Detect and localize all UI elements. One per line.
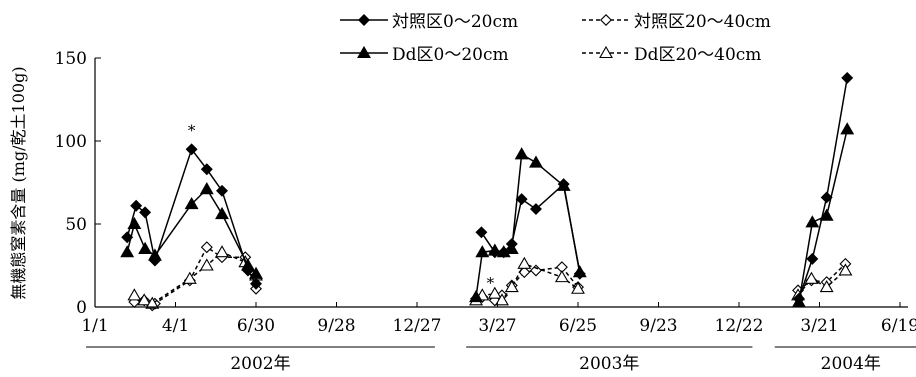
annotation-asterisk: *	[188, 121, 196, 139]
data-point	[200, 163, 213, 176]
data-point	[199, 258, 214, 271]
legend-label: Dd区0～20cm	[392, 45, 509, 65]
legend-label: Dd区20～40cm	[634, 45, 761, 65]
data-point	[120, 245, 135, 258]
year-label: 2004年	[821, 354, 881, 374]
data-point	[556, 178, 571, 191]
data-point	[514, 147, 529, 160]
data-point	[147, 248, 162, 261]
data-point	[840, 122, 855, 135]
y-tick-label: 0	[76, 298, 87, 318]
data-point	[215, 245, 229, 258]
data-point	[600, 14, 612, 26]
data-point	[504, 241, 519, 254]
data-point	[475, 245, 490, 258]
x-tick-label: 4/1	[162, 316, 189, 336]
data-point	[127, 216, 142, 230]
x-tick-label: 3/21	[800, 316, 838, 336]
data-point	[216, 184, 228, 197]
data-point	[806, 252, 819, 265]
annotations: **	[188, 121, 495, 292]
legend-label: 対照区20～40cm	[634, 12, 771, 32]
data-point	[517, 256, 532, 269]
data-point	[819, 279, 834, 293]
x-tick-label: 12/27	[393, 316, 442, 336]
legend-entry: Dd区20～40cm	[582, 45, 761, 65]
legend-entry: 対照区0～20cm	[340, 12, 518, 32]
year-label: 2002年	[230, 354, 290, 374]
series-line	[797, 263, 846, 292]
data-point	[139, 206, 152, 219]
data-point	[184, 196, 199, 210]
series-line	[798, 77, 848, 299]
y-tick-label: 150	[55, 49, 87, 69]
y-tick-label: 50	[65, 215, 87, 235]
data-point	[841, 71, 854, 84]
series-line	[480, 182, 581, 274]
data-point	[487, 286, 502, 299]
data-point	[599, 45, 613, 59]
data-point	[805, 215, 820, 228]
y-tick-label: 100	[55, 132, 87, 152]
annotation-asterisk: *	[487, 274, 495, 292]
x-tick-label: 12/22	[715, 316, 764, 336]
data-point	[819, 208, 834, 221]
data-point	[504, 279, 519, 293]
data-point	[495, 293, 509, 306]
data-point	[137, 293, 152, 306]
data-point	[138, 241, 153, 254]
data-point	[469, 289, 483, 303]
axes: 0 50 100 150 1/1 4/1 6/30 9/28 12/27 3/27 6/25 9/23…	[55, 49, 916, 336]
data-point	[241, 258, 255, 271]
data-point	[199, 182, 214, 195]
data-point	[250, 277, 262, 290]
year-axis: 2002年 2003年 2004年	[86, 346, 916, 374]
legend-entry: 対照区20～40cm	[582, 12, 771, 32]
data-point	[145, 296, 160, 309]
x-tick-label: 9/28	[317, 316, 355, 336]
plot-area	[120, 71, 855, 312]
x-tick-label: 1/1	[81, 316, 108, 336]
data-point	[487, 243, 502, 256]
data-point	[182, 271, 197, 284]
x-tick-label: 6/30	[237, 316, 275, 336]
data-point	[127, 288, 142, 301]
data-point	[554, 270, 569, 283]
series-line	[798, 129, 848, 303]
data-point	[572, 265, 587, 278]
data-point	[130, 199, 143, 212]
series-line	[797, 269, 846, 296]
data-point	[804, 271, 819, 284]
legend: 対照区0～20cm 対照区20～40cm Dd区0～20cm Dd区20～40cm	[340, 12, 771, 65]
data-point	[529, 264, 542, 277]
data-point	[358, 14, 370, 26]
data-point	[571, 281, 585, 294]
data-point	[475, 226, 488, 239]
data-point	[357, 45, 371, 59]
legend-entry: Dd区0～20cm	[340, 45, 509, 65]
data-point	[529, 203, 542, 216]
data-point	[515, 193, 528, 206]
legend-label: 対照区0～20cm	[392, 12, 518, 32]
data-point	[185, 143, 198, 156]
data-point	[215, 206, 229, 220]
data-point	[820, 191, 833, 204]
series-line	[134, 251, 257, 305]
data-point	[529, 155, 543, 168]
x-tick-label: 6/19	[881, 316, 916, 336]
x-tick-label: 6/25	[559, 316, 597, 336]
data-point	[838, 263, 853, 276]
x-tick-label: 3/27	[478, 316, 516, 336]
y-axis-label: 無機態窒素含量 (mg/乾土100g)	[9, 66, 28, 299]
year-label: 2003年	[579, 354, 639, 374]
data-point	[249, 266, 263, 279]
x-tick-label: 9/23	[639, 316, 677, 336]
data-point	[200, 241, 213, 254]
